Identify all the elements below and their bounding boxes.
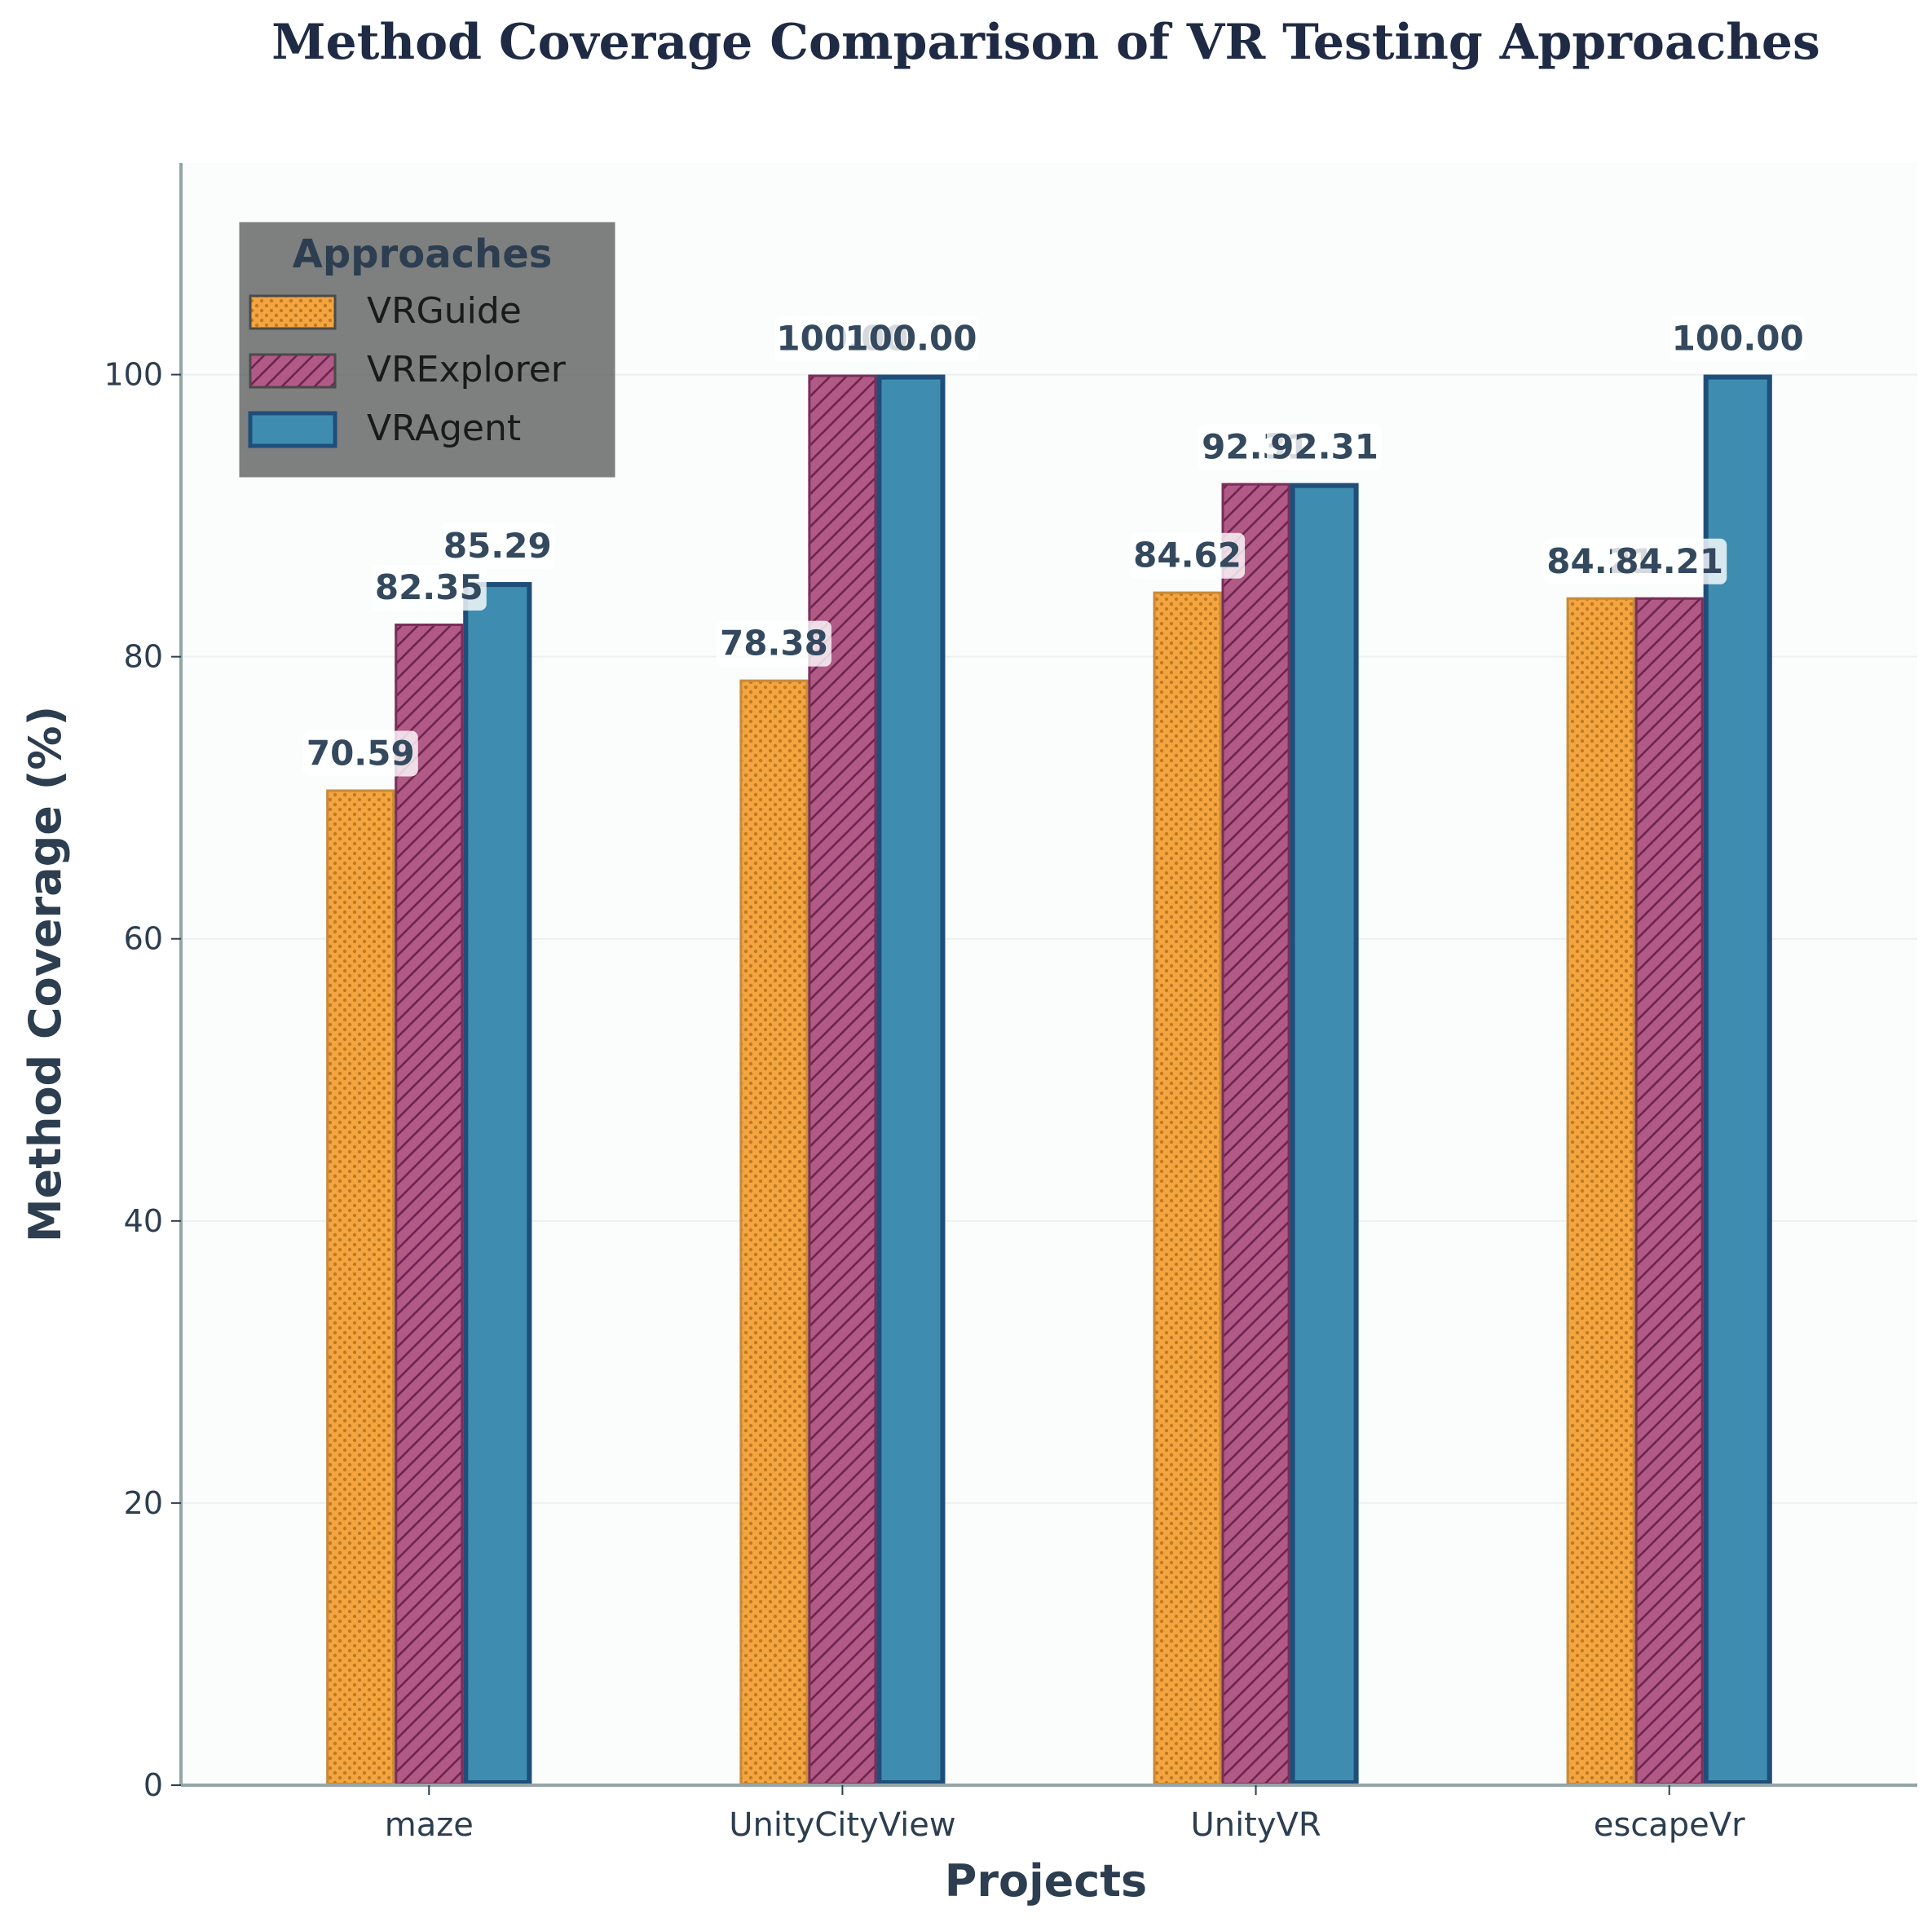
data-label-background — [1130, 532, 1246, 579]
data-label-background — [302, 730, 418, 777]
data-label-background — [1612, 538, 1727, 584]
data-label-background — [371, 564, 487, 611]
bar-vragent-unityvr — [1290, 483, 1359, 1785]
data-label-background — [439, 523, 555, 570]
y-ticks: 0 20 40 60 80 100 — [104, 357, 181, 1803]
data-label: 78.38 — [720, 624, 828, 664]
data-label-background — [843, 315, 979, 362]
data-label: 100.00 — [845, 319, 977, 359]
bar-hatch — [1221, 483, 1290, 1785]
y-tick-label: 0 — [143, 1767, 163, 1803]
legend-label-vrguide: VRGuide — [367, 290, 522, 332]
data-label: 82.35 — [375, 567, 483, 607]
bar-hatch — [1634, 597, 1704, 1786]
data-label: 70.59 — [307, 733, 415, 773]
legend-label-vragent: VRAgent — [367, 408, 521, 449]
bar-outline — [1703, 374, 1772, 1786]
legend-swatch-hatch — [250, 296, 335, 329]
data-label: 84.62 — [1133, 536, 1242, 575]
legend-label-vrexplorer: VRExplorer — [367, 349, 567, 390]
data-label: 84.21 — [1615, 541, 1723, 581]
data-label: 85.29 — [443, 526, 552, 566]
x-tick-label: UnityVR — [1190, 1806, 1321, 1844]
data-label: 100.00 — [1672, 319, 1804, 359]
chart-title: Method Coverage Comparison of VR Testing… — [271, 14, 1820, 71]
data-label: 92.31 — [1270, 427, 1378, 467]
legend-swatch-outline — [249, 353, 337, 389]
bar-hatch — [739, 679, 809, 1785]
bar-outline — [1290, 483, 1359, 1786]
bar-vragent-escapevr — [1703, 374, 1772, 1786]
legend-swatch-vragent — [250, 413, 335, 446]
data-label-background — [1267, 424, 1383, 470]
x-tick-label: maze — [385, 1806, 474, 1844]
x-ticks: maze UnityCityView UnityVR escapeVr — [385, 1785, 1745, 1844]
data-label-background — [716, 620, 831, 667]
bars — [326, 374, 1772, 1786]
x-tick-label: escapeVr — [1594, 1806, 1745, 1844]
y-axis-label: Method Coverage (%) — [20, 706, 71, 1242]
bar-outline — [463, 582, 532, 1785]
y-tick-label: 40 — [124, 1203, 163, 1239]
bar-hatch — [808, 374, 877, 1786]
bar-vragent-maze — [463, 582, 532, 1785]
y-tick-label: 80 — [124, 639, 163, 675]
legend-swatch-hatch — [250, 355, 335, 387]
legend-swatch-outline — [249, 294, 337, 330]
bar-hatch — [395, 623, 464, 1785]
legend-swatch-outline — [248, 411, 337, 448]
bar-hatch — [1566, 597, 1635, 1786]
y-tick-label: 20 — [124, 1485, 163, 1521]
x-tick-label: UnityCityView — [729, 1806, 955, 1844]
y-tick-label: 60 — [124, 921, 163, 957]
bar-outline — [876, 374, 946, 1786]
bar-hatch — [326, 789, 395, 1785]
bar-hatch — [1153, 591, 1222, 1786]
x-axis-label: Projects — [945, 1855, 1147, 1907]
legend-title: Approaches — [293, 232, 553, 277]
y-tick-label: 100 — [104, 357, 163, 393]
data-label-background — [1670, 315, 1806, 362]
legend: Approaches VRGuide VRExplorer VRAgent — [234, 217, 611, 473]
bar-vragent-unitycityview — [876, 374, 946, 1786]
